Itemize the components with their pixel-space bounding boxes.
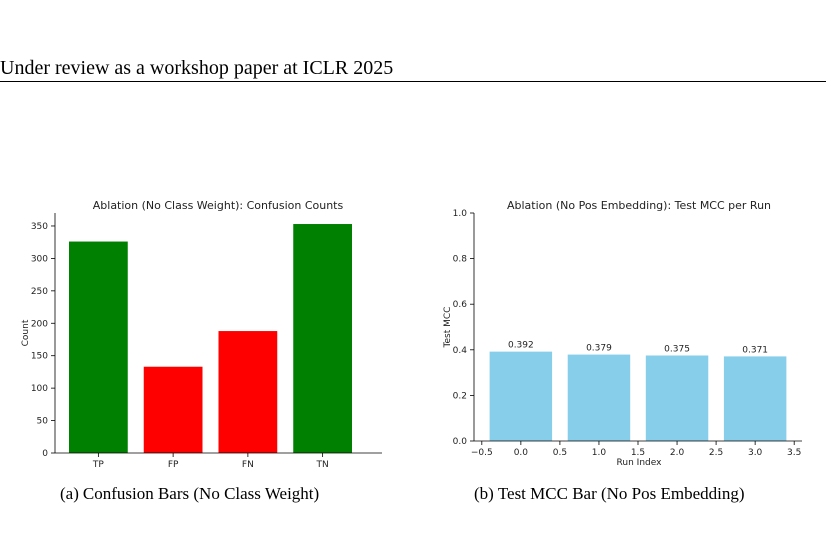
chart-b-bar-run-3	[723, 356, 787, 441]
chart-a-ytick-label: 200	[31, 319, 48, 329]
chart-b-bars: 0.392 0.379 0.375 0.371	[489, 341, 787, 441]
caption-b-label: (b)	[474, 484, 494, 503]
chart-a-y-ticks: 0 50 100 150 200 250 300 350	[31, 222, 55, 459]
chart-a-ytick-label: 300	[31, 254, 48, 264]
header-rule	[0, 81, 826, 82]
confusion-counts-chart: Ablation (No Class Weight): Confusion Co…	[21, 199, 382, 470]
chart-b-ytick-label: 1.0	[453, 209, 468, 219]
chart-a-bar-tp	[69, 241, 128, 453]
chart-b-data-label: 0.392	[508, 341, 534, 351]
chart-a-xtick-label: TP	[92, 460, 104, 470]
chart-b-xtick-label: 1.0	[592, 448, 607, 458]
chart-a-bars	[69, 224, 352, 453]
chart-b-y-ticks: 0.0 0.2 0.4 0.6 0.8 1.0	[453, 209, 474, 447]
caption-a: (a) Confusion Bars (No Class Weight)	[60, 484, 319, 504]
chart-b-xtick-label: 2.5	[709, 448, 723, 458]
chart-a-ylabel: Count	[21, 319, 31, 346]
caption-b: (b) Test MCC Bar (No Pos Embedding)	[474, 484, 745, 504]
chart-b-bar-run-2	[645, 355, 709, 441]
chart-a-xtick-label: FN	[242, 460, 254, 470]
chart-b-data-label: 0.379	[586, 344, 612, 354]
chart-b-xlabel: Run Index	[617, 458, 663, 468]
running-header: Under review as a workshop paper at ICLR…	[0, 57, 394, 79]
chart-b-x-ticks: −0.5 0.0 0.5 1.0 1.5 2.0 2.5 3.0 3.5	[471, 441, 801, 458]
chart-a-title: Ablation (No Class Weight): Confusion Co…	[93, 199, 344, 212]
chart-b-xtick-label: 0.5	[553, 448, 567, 458]
test-mcc-chart: Ablation (No Pos Embedding): Test MCC pe…	[443, 199, 802, 468]
chart-b-xtick-label: 3.5	[787, 448, 801, 458]
chart-a-xtick-label: TN	[316, 460, 329, 470]
chart-b-data-label: 0.371	[742, 345, 768, 355]
chart-a-ytick-label: 350	[31, 222, 48, 232]
figure-confusion-counts: Ablation (No Class Weight): Confusion Co…	[0, 190, 400, 503]
chart-b-data-label: 0.375	[664, 345, 690, 355]
chart-a-ytick-label: 100	[31, 384, 48, 394]
chart-a-ytick-label: 50	[37, 417, 49, 427]
chart-b-ytick-label: 0.2	[453, 391, 467, 401]
chart-b-xtick-label: 1.5	[631, 448, 645, 458]
chart-a-ytick-label: 250	[31, 287, 48, 297]
chart-b-ytick-label: 0.4	[453, 346, 468, 356]
chart-b-xtick-label: 0.0	[514, 448, 529, 458]
chart-a-bar-fn	[218, 331, 278, 453]
chart-b-bar-run-0	[489, 351, 553, 441]
chart-a-xtick-label: FP	[168, 460, 179, 470]
chart-b-bar-run-1	[567, 354, 631, 441]
chart-b-xtick-label: −0.5	[471, 448, 493, 458]
caption-b-text: Test MCC Bar (No Pos Embedding)	[497, 484, 745, 503]
chart-b-ytick-label: 0.6	[453, 300, 468, 310]
chart-a-ytick-label: 0	[42, 449, 48, 459]
chart-a-bar-fp	[143, 366, 203, 453]
chart-a-x-ticks: TP FP FN TN	[92, 453, 329, 470]
chart-a-bar-tn	[293, 224, 352, 453]
chart-b-title: Ablation (No Pos Embedding): Test MCC pe…	[507, 199, 771, 212]
chart-b-xtick-label: 3.0	[748, 448, 763, 458]
chart-b-ytick-label: 0.0	[453, 437, 468, 447]
chart-b-ytick-label: 0.8	[453, 255, 468, 265]
chart-b-xtick-label: 2.0	[670, 448, 685, 458]
chart-b-ylabel: Test MCC	[443, 307, 453, 349]
caption-a-text: Confusion Bars (No Class Weight)	[82, 484, 320, 503]
caption-a-label: (a)	[60, 484, 79, 503]
chart-a-ytick-label: 150	[31, 352, 48, 362]
figure-test-mcc: Ablation (No Pos Embedding): Test MCC pe…	[420, 190, 820, 503]
